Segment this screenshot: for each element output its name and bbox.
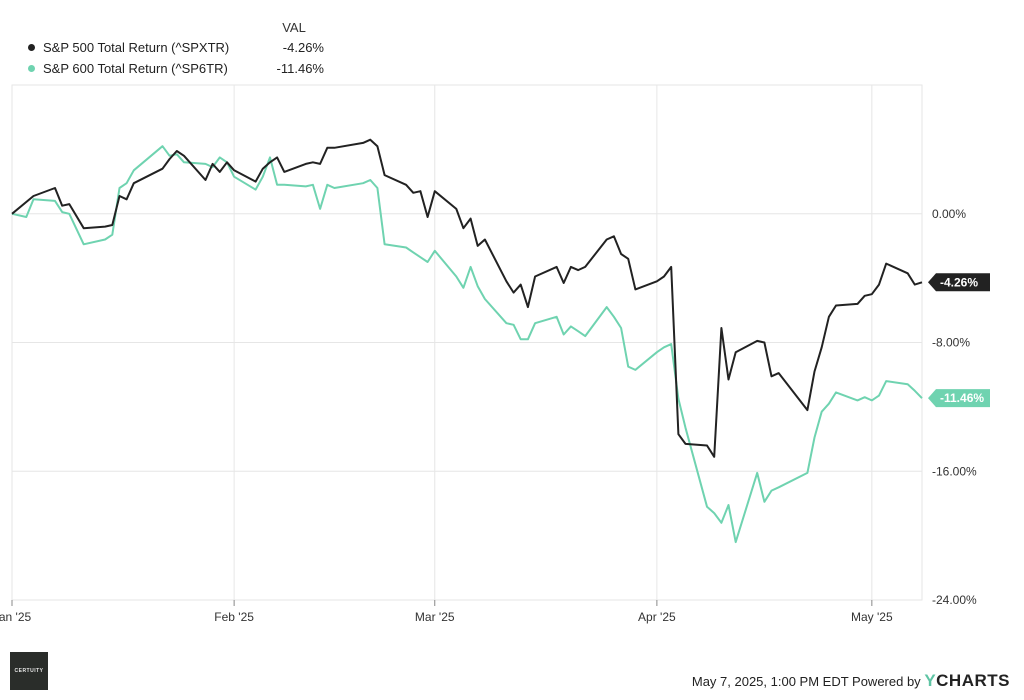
- x-tick-label: Feb '25: [214, 610, 254, 624]
- x-tick-label: May '25: [851, 610, 893, 624]
- legend-label-spxtr: S&P 500 Total Return (^SPXTR): [43, 40, 230, 55]
- legend-item-spxtr[interactable]: S&P 500 Total Return (^SPXTR) -4.26%: [28, 40, 324, 55]
- y-tick-label: 0.00%: [932, 207, 966, 221]
- series-line-0: [11, 138, 923, 458]
- legend-dot-spxtr: [28, 44, 35, 52]
- x-tick-label: Apr '25: [638, 610, 676, 624]
- y-tick-label: -24.00%: [932, 593, 977, 607]
- certuity-logo: CERTUITY: [10, 652, 48, 690]
- x-tick-label: Jan '25: [0, 610, 31, 624]
- series-lines: [11, 138, 923, 544]
- y-axis: 0.00% -8.00% -16.00% -24.00%: [932, 207, 977, 607]
- y-tick-label: -8.00%: [932, 336, 970, 350]
- ycharts-logo-text: CHARTS: [936, 671, 1010, 690]
- legend-value-sp6tr: -11.46%: [276, 61, 324, 76]
- series-line-1: [11, 145, 923, 544]
- line-chart: 0.00% -8.00% -16.00% -24.00% Jan '25 Feb '25…: [0, 84, 990, 624]
- end-label-0: -4.26%: [940, 275, 978, 289]
- x-axis: Jan '25 Feb '25 Mar '25 Apr '25 May '25: [0, 600, 893, 624]
- legend-label-sp6tr: S&P 600 Total Return (^SP6TR): [43, 61, 228, 76]
- x-tick-label: Mar '25: [415, 610, 455, 624]
- end-label-1: -11.46%: [940, 391, 984, 405]
- legend-header: VAL: [282, 20, 306, 35]
- y-tick-label: -16.00%: [932, 464, 977, 478]
- end-label-bg-0: [928, 273, 990, 292]
- ycharts-logo[interactable]: YCHARTS: [924, 671, 1010, 690]
- legend-value-spxtr: -4.26%: [282, 40, 324, 55]
- end-labels: -4.26% -11.46%: [928, 273, 990, 408]
- footer-timestamp: May 7, 2025, 1:00 PM EDT Powered by: [691, 674, 921, 689]
- grid: [11, 84, 923, 601]
- legend-dot-sp6tr: [28, 65, 35, 73]
- ycharts-logo-y: Y: [924, 671, 937, 690]
- footer-credit: May 7, 2025, 1:00 PM EDT Powered by YCHA…: [692, 671, 1010, 691]
- legend-item-sp6tr[interactable]: S&P 600 Total Return (^SP6TR) -11.46%: [28, 61, 324, 76]
- end-label-bg-1: [928, 389, 990, 408]
